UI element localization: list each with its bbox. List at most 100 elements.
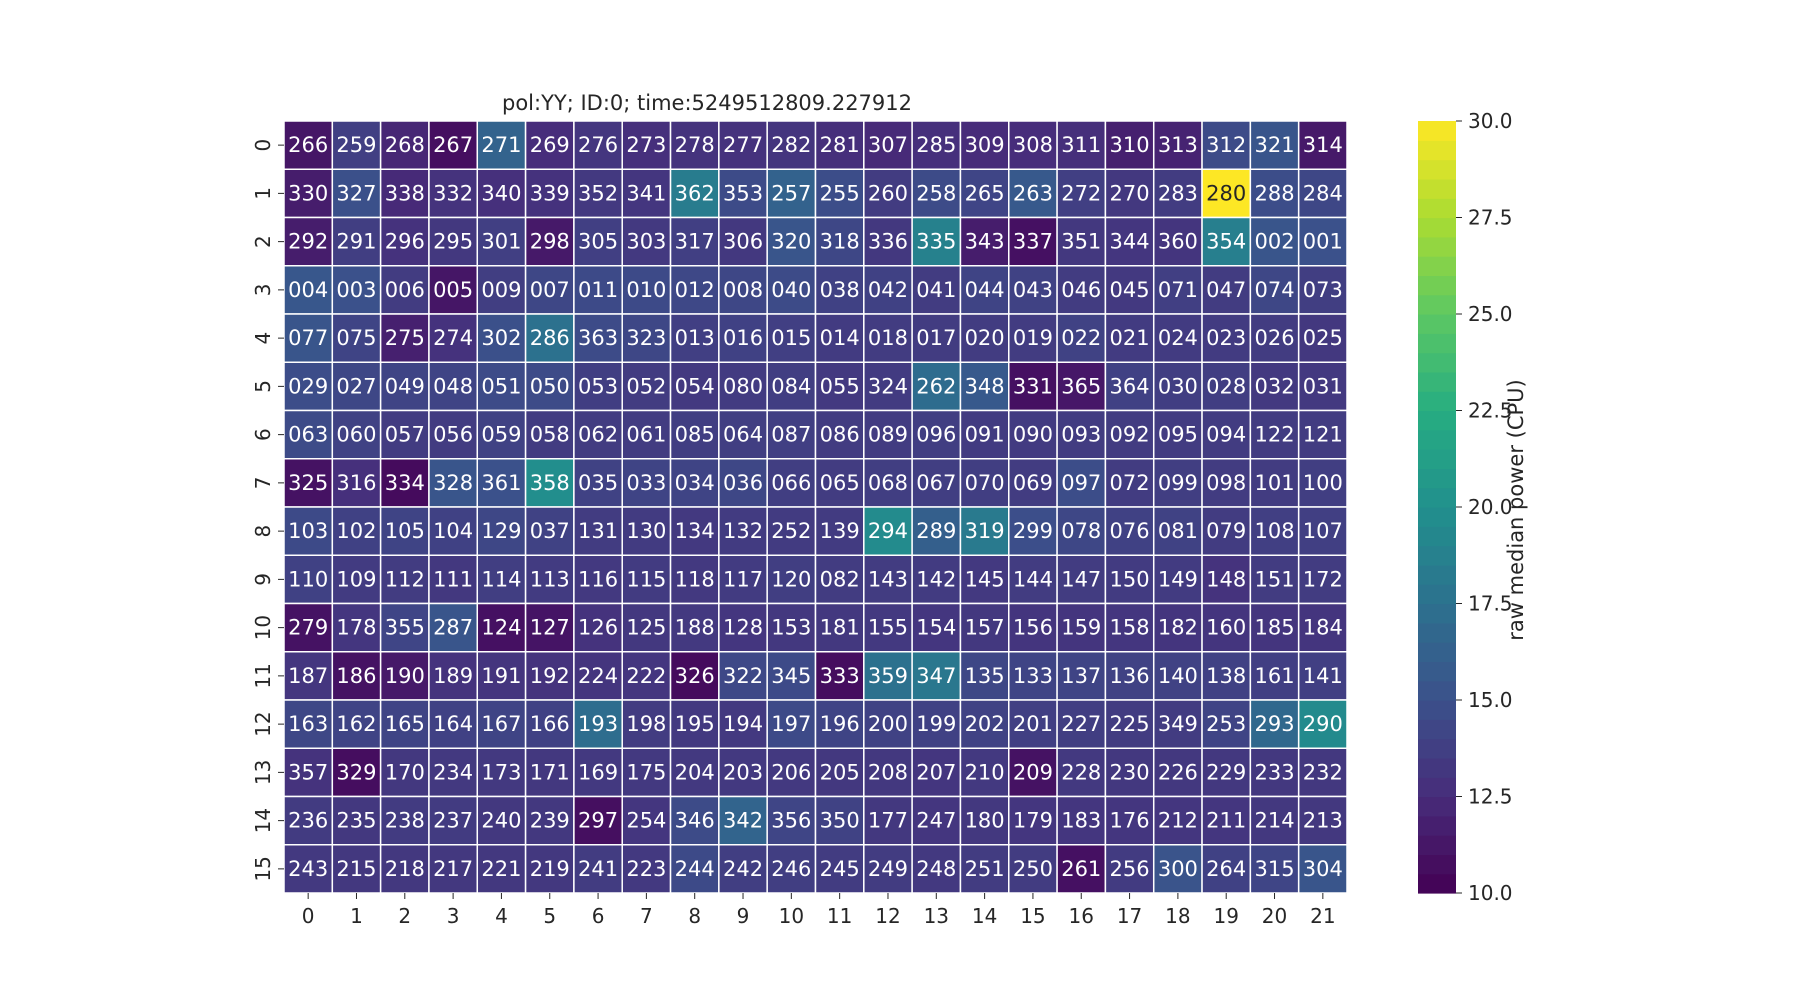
- cell-annotation: 313: [1158, 133, 1198, 157]
- colorbar-segment: [1418, 449, 1456, 469]
- cell-annotation: 122: [1254, 423, 1294, 447]
- heatmap-cell: [1297, 699, 1348, 749]
- heatmap-cell: [1152, 554, 1203, 605]
- cell-annotation: 128: [723, 616, 763, 640]
- cell-annotation: 314: [1303, 133, 1343, 157]
- cell-annotation: 005: [433, 278, 473, 302]
- heatmap-cell: [1249, 651, 1300, 701]
- heatmap-cell: [573, 602, 623, 653]
- cell-annotation: 195: [675, 712, 715, 736]
- cell-annotation: 092: [1110, 423, 1150, 447]
- cell-annotation: 069: [1013, 471, 1053, 495]
- cell-annotation: 059: [481, 423, 521, 447]
- heatmap-cell: [331, 216, 382, 267]
- cell-annotation: 308: [1013, 133, 1053, 157]
- heatmap-cell: [911, 844, 962, 894]
- cell-annotation: 273: [626, 133, 666, 157]
- heatmap-cell: [1104, 699, 1155, 749]
- y-tick-label: 12: [251, 711, 275, 736]
- heatmap-cell: [1152, 844, 1203, 894]
- cell-annotation: 042: [868, 278, 908, 302]
- cell-annotation: 318: [820, 230, 860, 254]
- colorbar: 10.0 12.5 15.0 17.5 20.0 22.5 25.0 27.5 30.0: [1418, 109, 1513, 905]
- cell-annotation: 141: [1303, 664, 1343, 688]
- heatmap-cell: [1056, 361, 1107, 412]
- colorbar-segment: [1418, 159, 1456, 180]
- heatmap-cell: [621, 458, 672, 508]
- cell-annotation: 276: [578, 133, 618, 157]
- cell-annotation: 268: [385, 133, 425, 157]
- heatmap-cell: [1297, 313, 1348, 363]
- cell-annotation: 285: [916, 133, 956, 157]
- cell-annotation: 322: [723, 664, 763, 688]
- heatmap-cell: [814, 747, 865, 798]
- cell-annotation: 338: [385, 181, 425, 205]
- cell-annotation: 191: [481, 664, 521, 688]
- cell-annotation: 200: [868, 712, 908, 736]
- heatmap-cell: [1249, 795, 1300, 846]
- cell-annotation: 017: [916, 326, 956, 350]
- heatmap-cell: [766, 409, 817, 460]
- y-tick-label: 4: [251, 332, 275, 345]
- cell-annotation: 256: [1110, 857, 1150, 881]
- cell-annotation: 109: [336, 567, 376, 591]
- cell-annotation: 180: [965, 809, 1005, 833]
- cell-annotation: 162: [336, 712, 376, 736]
- cell-annotation: 006: [385, 278, 425, 302]
- cell-annotation: 260: [868, 181, 908, 205]
- cell-annotation: 287: [433, 616, 473, 640]
- x-tick-label: 18: [1165, 904, 1190, 928]
- chart-title: pol:YY; ID:0; time:5249512809.227912: [502, 91, 912, 115]
- cell-annotation: 032: [1254, 374, 1294, 398]
- cell-annotation: 237: [433, 809, 473, 833]
- cell-annotation: 279: [288, 616, 328, 640]
- heatmap-cell: [959, 506, 1010, 556]
- heatmap-cell: [331, 458, 382, 508]
- cell-annotation: 067: [916, 471, 956, 495]
- cell-annotation: 259: [336, 133, 376, 157]
- heatmap-cell: [1008, 554, 1058, 605]
- cell-annotation: 154: [916, 616, 956, 640]
- cell-annotation: 272: [1061, 181, 1101, 205]
- heatmap-cell: [863, 361, 913, 412]
- heatmap-cell: [766, 265, 817, 315]
- cell-annotation: 050: [530, 374, 570, 398]
- cell-annotation: 073: [1303, 278, 1343, 302]
- colorbar-segment: [1418, 738, 1456, 759]
- heatmap-cell: [959, 216, 1010, 267]
- colorbar-tick-label: 22.5: [1468, 399, 1513, 423]
- y-tick-label: 7: [251, 477, 275, 490]
- heatmap-cell: [573, 795, 623, 846]
- cell-annotation: 230: [1110, 760, 1150, 784]
- cell-annotation: 264: [1206, 857, 1246, 881]
- cell-annotation: 068: [868, 471, 908, 495]
- cell-annotation: 007: [530, 278, 570, 302]
- cell-annotation: 139: [820, 519, 860, 543]
- heatmap-cell: [331, 361, 382, 412]
- cell-annotation: 238: [385, 809, 425, 833]
- heatmap-cell: [1008, 120, 1058, 170]
- heatmap-cell: [331, 409, 382, 460]
- x-tick-label: 16: [1069, 904, 1094, 928]
- cell-annotation: 172: [1303, 567, 1343, 591]
- cell-annotation: 112: [385, 567, 425, 591]
- colorbar-segment: [1418, 873, 1456, 894]
- colorbar-segment: [1418, 507, 1456, 527]
- heatmap-cell: [911, 651, 962, 701]
- heatmap-cell: [669, 651, 720, 701]
- x-tick-label: 0: [302, 904, 315, 928]
- heatmap-cell: [911, 313, 962, 363]
- cell-annotation: 281: [820, 133, 860, 157]
- cell-annotation: 155: [868, 616, 908, 640]
- heatmap-cell: [621, 651, 672, 701]
- cell-annotation: 233: [1254, 760, 1294, 784]
- heatmap-cell: [814, 361, 865, 412]
- cell-annotation: 179: [1013, 809, 1053, 833]
- cell-annotation: 021: [1110, 326, 1150, 350]
- y-tick-label: 0: [251, 139, 275, 152]
- cell-annotation: 294: [868, 519, 908, 543]
- heatmap-cell: [1008, 747, 1058, 798]
- heatmap-cell: [911, 458, 962, 508]
